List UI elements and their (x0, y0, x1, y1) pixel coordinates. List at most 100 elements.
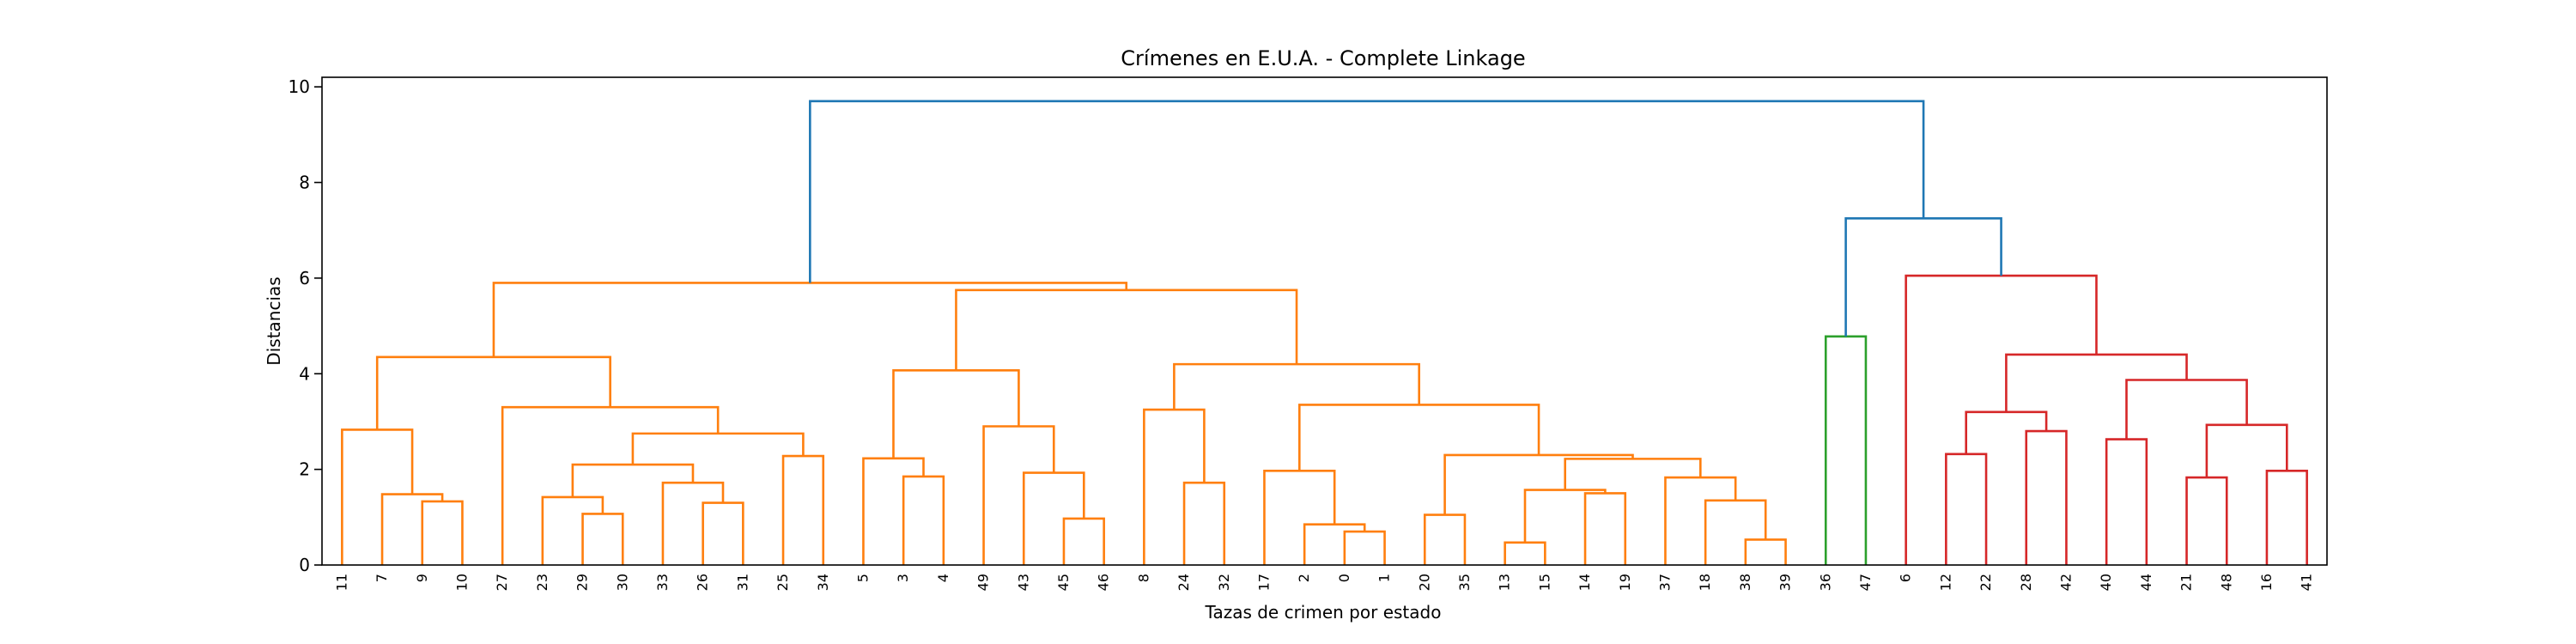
leaf-label: 2 (1296, 574, 1312, 582)
dendrogram-link (541, 495, 605, 565)
leaf-label: 46 (1096, 574, 1112, 591)
dendrogram-link (341, 428, 414, 565)
dendrogram-link (1143, 408, 1206, 565)
leaf-label: 32 (1216, 574, 1232, 591)
dendrogram-link (1844, 216, 2002, 337)
dendrogram-link (1263, 469, 1336, 565)
leaf-label: 45 (1055, 574, 1072, 591)
leaf-label: 7 (374, 574, 390, 582)
dendrogram-link (1965, 410, 2048, 454)
dendrogram-link (982, 425, 1055, 565)
dendrogram-link (809, 100, 1925, 283)
leaf-label: 1 (1376, 574, 1393, 582)
dendrogram-link (1173, 362, 1420, 410)
leaf-label: 33 (654, 574, 671, 591)
leaf-label: 47 (1857, 574, 1874, 591)
dendrogram-link (1022, 471, 1085, 565)
y-axis-label: Distancias (264, 276, 284, 365)
dendrogram-link (661, 481, 725, 565)
y-tick-label: 8 (299, 173, 310, 193)
leaf-label: 26 (695, 574, 711, 591)
dendrogram-link (2005, 353, 2188, 412)
leaf-label: 19 (1617, 574, 1633, 591)
dendrogram-link (1343, 530, 1386, 565)
dendrogram-link (1303, 523, 1366, 565)
dendrogram-link (631, 432, 805, 465)
y-tick-label: 4 (299, 363, 310, 384)
dendrogram-link (2185, 476, 2228, 565)
leaf-label: 44 (2138, 574, 2154, 591)
dendrogram-link (1523, 489, 1607, 543)
y-tick-label: 6 (299, 268, 310, 289)
leaf-label: 42 (2057, 574, 2074, 591)
dendrogram-link (2025, 429, 2068, 565)
leaf-label: 34 (815, 574, 831, 591)
leaf-label: 5 (854, 574, 871, 582)
dendrogram-link (1824, 335, 1868, 565)
leaf-label: 49 (975, 574, 992, 591)
dendrogram-link (1062, 517, 1105, 565)
dendrogram-link (2265, 469, 2308, 565)
leaf-label: 27 (494, 574, 510, 591)
leaf-label: 11 (333, 574, 349, 591)
dendrogram-link (2105, 438, 2148, 565)
dendrogram-link (902, 475, 945, 565)
leaf-label: 28 (2018, 574, 2034, 591)
dendrogram-link (1443, 453, 1634, 515)
dendrogram-link (1583, 492, 1627, 565)
dendrogram-link (492, 282, 1128, 357)
dendrogram-link (2205, 423, 2288, 478)
dendrogram-link (375, 355, 611, 430)
leaf-label: 12 (1937, 574, 1953, 591)
dendrogram-link (1744, 538, 1787, 565)
dendrogram-link (1182, 481, 1226, 565)
leaf-label: 14 (1577, 574, 1593, 591)
leaf-label: 29 (574, 574, 591, 591)
leaf-label: 15 (1536, 574, 1552, 591)
leaf-label: 40 (2098, 574, 2114, 591)
dendrogram-link (501, 405, 720, 565)
dendrogram-link (571, 463, 695, 497)
chart-title: Crímenes en E.U.A. - Complete Linkage (1121, 46, 1525, 70)
leaf-label: 31 (734, 574, 750, 591)
dendrogram-link (1423, 513, 1467, 565)
plot-frame (321, 76, 2328, 566)
leaf-label: 41 (2299, 574, 2315, 591)
leaf-label: 24 (1176, 574, 1192, 591)
leaf-label: 38 (1737, 574, 1753, 591)
leaf-label: 25 (775, 574, 791, 591)
leaf-label: 13 (1497, 574, 1513, 591)
leaf-label: 48 (2218, 574, 2234, 591)
leaf-label: 10 (453, 574, 470, 591)
leaf-label: 36 (1817, 574, 1833, 591)
dendrogram-link (1664, 476, 1737, 565)
dendrogram-link (1504, 541, 1546, 565)
dendrogram-link (1564, 458, 1702, 490)
dendrogram-link (2125, 379, 2248, 440)
dendrogram-link (781, 454, 825, 565)
leaf-label: 35 (1456, 574, 1473, 591)
leaf-label: 18 (1697, 574, 1713, 591)
leaf-label: 20 (1416, 574, 1432, 591)
y-tick-label: 10 (289, 76, 310, 97)
leaf-label: 23 (534, 574, 550, 591)
dendrogram-link (702, 501, 744, 565)
leaf-label: 37 (1656, 574, 1673, 591)
leaf-label: 6 (1898, 574, 1914, 582)
dendrogram-link (581, 513, 624, 565)
leaf-label: 0 (1336, 574, 1352, 582)
dendrogram-link (421, 500, 464, 565)
leaf-label: 21 (2178, 574, 2195, 591)
y-tick-label: 2 (299, 459, 310, 480)
leaf-label: 16 (2258, 574, 2275, 591)
y-axis: 0 2 4 6 8 10 (289, 76, 322, 575)
dendrogram-link (862, 457, 925, 565)
x-axis-label: Tazas de crimen por estado (1205, 602, 1442, 623)
leaf-label: 17 (1255, 574, 1272, 591)
leaf-label: 22 (1978, 574, 1994, 591)
dendrogram-link (1945, 453, 1988, 565)
dendrogram-link (1704, 499, 1767, 565)
dendrogram-link (955, 289, 1298, 371)
dendrogram-link (1298, 404, 1540, 471)
